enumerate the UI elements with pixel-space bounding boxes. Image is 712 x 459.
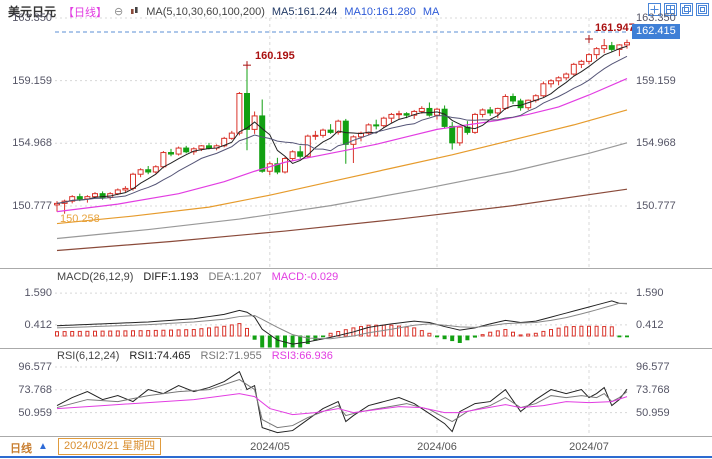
price-axis-label: 154.968 <box>12 137 52 149</box>
bottom-accent-bar <box>0 456 712 458</box>
rsi1-value: RSI1:74.465 <box>129 350 191 362</box>
rsi-header: RSI(6,12,24) RSI1:74.465 RSI2:71.955 RSI… <box>57 350 333 362</box>
chart-header: 美元日元 【日线】 ⊖ MA(5,10,30,60,100,200) MA5:1… <box>8 3 439 20</box>
rsi-axis-label: 50.959 <box>636 407 670 419</box>
panel-divider <box>0 436 712 437</box>
rsi-axis-label: 73.768 <box>636 384 670 396</box>
svg-text:161.947: 161.947 <box>595 22 635 34</box>
macd-macd-value: MACD:-0.029 <box>271 271 339 283</box>
low-price-annotation: 150.258 <box>60 213 100 225</box>
cascade-windows-icon[interactable] <box>680 3 693 16</box>
candlestick-icon[interactable] <box>130 6 139 17</box>
rsi-axis-label: 96.577 <box>636 361 670 373</box>
month-tick-label: 2024/05 <box>250 441 290 453</box>
price-axis-label: 154.968 <box>636 137 676 149</box>
period-tag[interactable]: 【日线】 <box>63 6 108 19</box>
up-arrow-icon[interactable]: ▲ <box>38 441 48 452</box>
chart-toolbar <box>648 3 709 16</box>
rsi2-value: RSI2:71.955 <box>200 350 262 362</box>
alert-price-tag[interactable]: 162.415 <box>632 24 680 39</box>
macd-params-label[interactable]: MACD(26,12,9) <box>57 271 134 283</box>
rsi3-value: RSI3:66.936 <box>271 350 333 362</box>
rsi-axis-label: 73.768 <box>18 384 52 396</box>
month-tick-label: 2024/06 <box>417 441 457 453</box>
macd-axis-label: 0.412 <box>636 319 664 331</box>
crosshair-icon[interactable] <box>648 3 661 16</box>
price-axis-label: 159.159 <box>12 75 52 87</box>
period-selector[interactable]: 日线 <box>10 443 32 455</box>
rsi-axis-label: 50.959 <box>18 407 52 419</box>
rsi-params-label[interactable]: RSI(6,12,24) <box>57 350 120 362</box>
ma5-value: MA5:161.244 <box>271 5 338 18</box>
price-axis-label: 159.159 <box>636 75 676 87</box>
price-axis-label: 163.350 <box>636 12 676 24</box>
collapse-icon[interactable]: ⊖ <box>114 6 124 18</box>
symbol-title: 美元日元 <box>8 5 57 19</box>
price-axis-label: 163.350 <box>12 12 52 24</box>
grid-view-icon[interactable] <box>664 3 677 16</box>
macd-dea-value: DEA:1.207 <box>208 271 262 283</box>
panel-divider <box>0 348 712 349</box>
price-axis-label: 150.777 <box>636 200 676 212</box>
ma-more-truncated: MA <box>422 5 440 18</box>
maximize-icon[interactable] <box>696 3 709 16</box>
ma10-value: MA10:161.280 <box>344 5 416 18</box>
panel-divider <box>0 268 712 269</box>
rsi-axis-label: 96.577 <box>18 361 52 373</box>
macd-axis-label: 1.590 <box>636 287 664 299</box>
price-axis-label: 150.777 <box>12 200 52 212</box>
macd-diff-value: DIFF:1.193 <box>143 271 199 283</box>
macd-axis-label: 0.412 <box>24 319 52 331</box>
svg-text:160.195: 160.195 <box>255 50 295 62</box>
macd-header: MACD(26,12,9) DIFF:1.193 DEA:1.207 MACD:… <box>57 271 338 283</box>
macd-axis-label: 1.590 <box>24 287 52 299</box>
month-tick-label: 2024/07 <box>569 441 609 453</box>
selected-date-box: 2024/03/21 星期四 <box>58 438 162 455</box>
ma-params-label[interactable]: MA(5,10,30,60,100,200) <box>146 5 265 18</box>
